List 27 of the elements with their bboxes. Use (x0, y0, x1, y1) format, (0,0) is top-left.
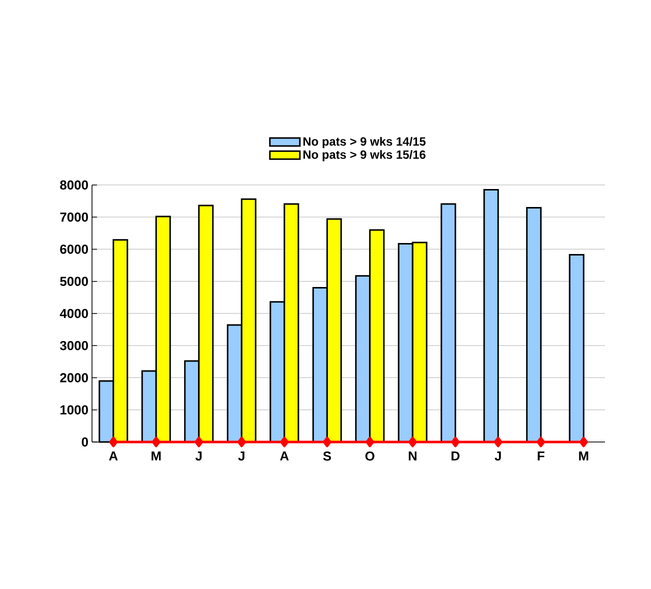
y-tick-label: 3000 (60, 341, 88, 350)
x-tick-label: S (323, 452, 331, 461)
legend-label: No pats > 9 wks 14/15 (303, 136, 426, 148)
x-tick-label: J (195, 452, 202, 461)
x-tick-label: A (109, 452, 118, 460)
y-tick-label: 4000 (60, 308, 88, 318)
x-tick-label: N (408, 452, 416, 460)
y-tick-label: 8000 (60, 180, 88, 190)
legend-label: No pats > 9 wks 15/16 (303, 150, 426, 162)
x-tick-label: M (579, 452, 588, 460)
x-tick-label: D (452, 452, 460, 460)
y-tick-label: 5000 (60, 276, 88, 286)
y-tick-label: 1000 (60, 405, 88, 414)
x-tick-label: J (238, 452, 244, 461)
bar (568, 254, 584, 443)
x-tick-label: A (280, 452, 289, 460)
x-tick-label: F (538, 452, 544, 460)
y-tick-label: 0 (82, 437, 88, 447)
y-tick-label: 7000 (60, 212, 88, 222)
bar (526, 207, 542, 443)
x-tick-label: J (494, 452, 501, 461)
x-tick-label: M (152, 452, 161, 460)
bar (440, 203, 456, 443)
bar (483, 189, 499, 443)
y-tick-label: 6000 (60, 244, 88, 254)
y-tick-label: 2000 (60, 373, 88, 382)
x-tick-label: O (365, 452, 374, 461)
